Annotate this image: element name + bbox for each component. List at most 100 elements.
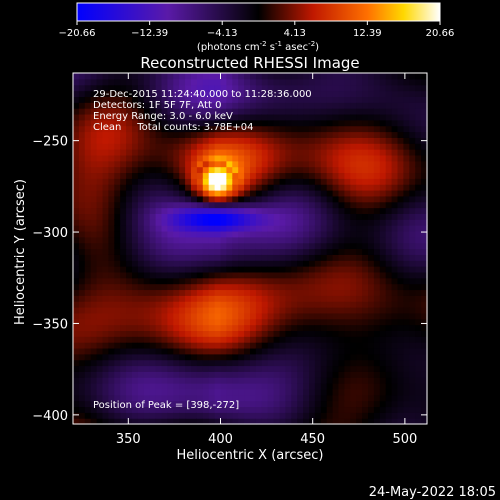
heatmap-cell (332, 318, 340, 326)
heatmap-cell (255, 207, 263, 214)
heatmap-cell (309, 160, 316, 168)
heatmap-cell (397, 119, 404, 127)
heatmap-cell (368, 201, 375, 209)
heatmap-cell (350, 377, 357, 384)
heatmap-cell (409, 318, 416, 326)
heatmap-cell (155, 254, 163, 261)
heatmap-cell (202, 248, 210, 255)
heatmap-cell (368, 394, 375, 402)
heatmap-cell (267, 295, 275, 302)
heatmap-cell (385, 125, 393, 133)
heatmap-cell (261, 137, 269, 144)
heatmap-cell (114, 201, 121, 209)
heatmap-cell (362, 353, 369, 361)
heatmap-cell (90, 353, 98, 361)
heatmap-cell (326, 271, 334, 279)
heatmap-cell (297, 131, 304, 138)
heatmap-cell (161, 318, 168, 326)
heatmap-cell (303, 213, 310, 220)
heatmap-cell (350, 149, 357, 156)
heatmap-cell (185, 242, 192, 250)
heatmap-cell (214, 312, 222, 320)
heatmap-cell (356, 383, 363, 390)
heatmap-cell (385, 318, 393, 326)
heatmap-cell (202, 119, 210, 127)
heatmap-cell (196, 131, 204, 138)
heatmap-cell (84, 201, 92, 209)
heatmap-cell (191, 266, 198, 273)
heatmap-cell (73, 388, 80, 396)
heatmap-cell (114, 418, 121, 425)
heatmap-cell (167, 119, 174, 127)
heatmap-cell (214, 78, 222, 86)
heatmap-cell (155, 190, 163, 197)
heatmap-cell (320, 388, 328, 396)
heatmap-cell (362, 283, 369, 291)
heatmap-cell (185, 96, 192, 103)
heatmap-cell (250, 277, 257, 285)
heatmap-cell (326, 166, 334, 174)
x-tick-label: 450 (300, 432, 325, 447)
heatmap-cell (379, 108, 387, 115)
heatmap-cell (255, 96, 263, 103)
heatmap-cell (167, 207, 174, 214)
heatmap-cell (273, 347, 281, 355)
heatmap-cell (255, 377, 263, 384)
heatmap-cell (255, 347, 263, 355)
heatmap-cell (84, 388, 92, 396)
heatmap-cell (132, 371, 139, 378)
heatmap-cell (421, 113, 428, 121)
heatmap-cell (297, 219, 304, 226)
heatmap-cell (244, 336, 251, 343)
heatmap-cell (84, 394, 92, 402)
heatmap-cell (238, 119, 245, 127)
heatmap-cell (78, 371, 86, 378)
heatmap-cell (226, 254, 233, 261)
heatmap-cell (90, 84, 98, 92)
heatmap-cell (397, 266, 404, 273)
heatmap-cell (102, 172, 109, 179)
heatmap-cell (90, 137, 98, 144)
heatmap-cell (214, 283, 222, 291)
heatmap-cell (214, 388, 222, 396)
heatmap-cell (397, 102, 404, 109)
heatmap-cell (226, 125, 233, 133)
heatmap-cell (214, 160, 222, 168)
heatmap-cell (137, 324, 145, 331)
heatmap-cell (185, 219, 192, 226)
heatmap-cell (261, 342, 269, 349)
heatmap-cell (385, 312, 393, 320)
heatmap-cell (179, 359, 186, 367)
heatmap-cell (244, 266, 251, 273)
heatmap-cell (84, 307, 92, 314)
heatmap-cell (108, 178, 115, 185)
heatmap-cell (309, 131, 316, 138)
heatmap-cell (273, 295, 281, 302)
heatmap-cell (297, 113, 304, 121)
heatmap-cell (208, 336, 216, 343)
heatmap-cell (368, 213, 375, 220)
heatmap-cell (132, 96, 139, 103)
heatmap-cell (273, 377, 281, 384)
annotation-block: 29-Dec-2015 11:24:40.000 to 11:28:36.000… (93, 89, 312, 411)
heatmap-cell (191, 143, 198, 150)
heatmap-cell (303, 301, 310, 308)
heatmap-cell (84, 108, 92, 115)
heatmap-cell (126, 137, 133, 144)
heatmap-cell (291, 108, 298, 115)
heatmap-cell (385, 230, 393, 238)
heatmap-cell (344, 394, 351, 402)
heatmap-cell (120, 207, 127, 214)
heatmap-cell (385, 225, 393, 232)
heatmap-cell (250, 102, 257, 109)
heatmap-cell (332, 113, 340, 121)
heatmap-cell (137, 412, 145, 419)
heatmap-cell (96, 336, 104, 343)
heatmap-cell (320, 266, 328, 273)
heatmap-cell (368, 90, 375, 97)
heatmap-cell (108, 154, 115, 162)
heatmap-cell (391, 394, 399, 402)
heatmap-cell (232, 254, 239, 261)
heatmap-cell (96, 254, 104, 261)
colorbar (76, 2, 441, 22)
